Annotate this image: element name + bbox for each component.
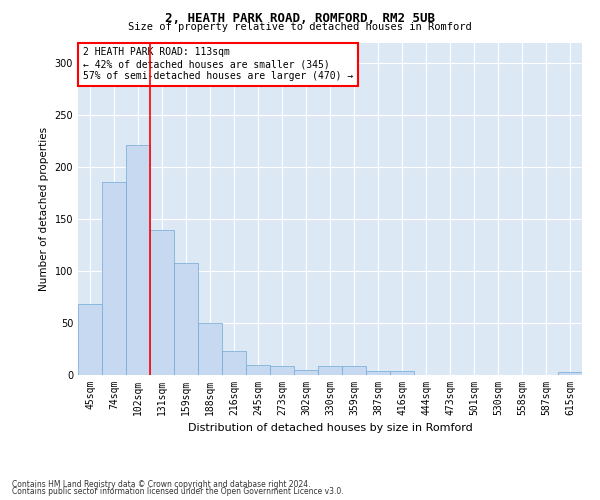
Y-axis label: Number of detached properties: Number of detached properties (39, 126, 49, 291)
Bar (246, 364, 270, 375)
Bar (102, 182, 126, 375)
Bar (390, 371, 414, 375)
Bar (558, 372, 582, 375)
Bar (222, 351, 246, 375)
Bar (318, 366, 342, 375)
Text: 2, HEATH PARK ROAD, ROMFORD, RM2 5UB: 2, HEATH PARK ROAD, ROMFORD, RM2 5UB (165, 12, 435, 26)
Bar (126, 146, 150, 375)
Bar (270, 366, 294, 375)
Bar (174, 263, 198, 375)
Text: Contains public sector information licensed under the Open Government Licence v3: Contains public sector information licen… (12, 487, 344, 496)
Bar (78, 304, 102, 375)
Text: Contains HM Land Registry data © Crown copyright and database right 2024.: Contains HM Land Registry data © Crown c… (12, 480, 311, 489)
X-axis label: Distribution of detached houses by size in Romford: Distribution of detached houses by size … (188, 424, 472, 434)
Text: 2 HEATH PARK ROAD: 113sqm
← 42% of detached houses are smaller (345)
57% of semi: 2 HEATH PARK ROAD: 113sqm ← 42% of detac… (83, 48, 353, 80)
Bar (294, 370, 318, 375)
Bar (198, 323, 222, 375)
Bar (150, 230, 174, 375)
Text: Size of property relative to detached houses in Romford: Size of property relative to detached ho… (128, 22, 472, 32)
Bar (366, 371, 390, 375)
Bar (342, 366, 366, 375)
